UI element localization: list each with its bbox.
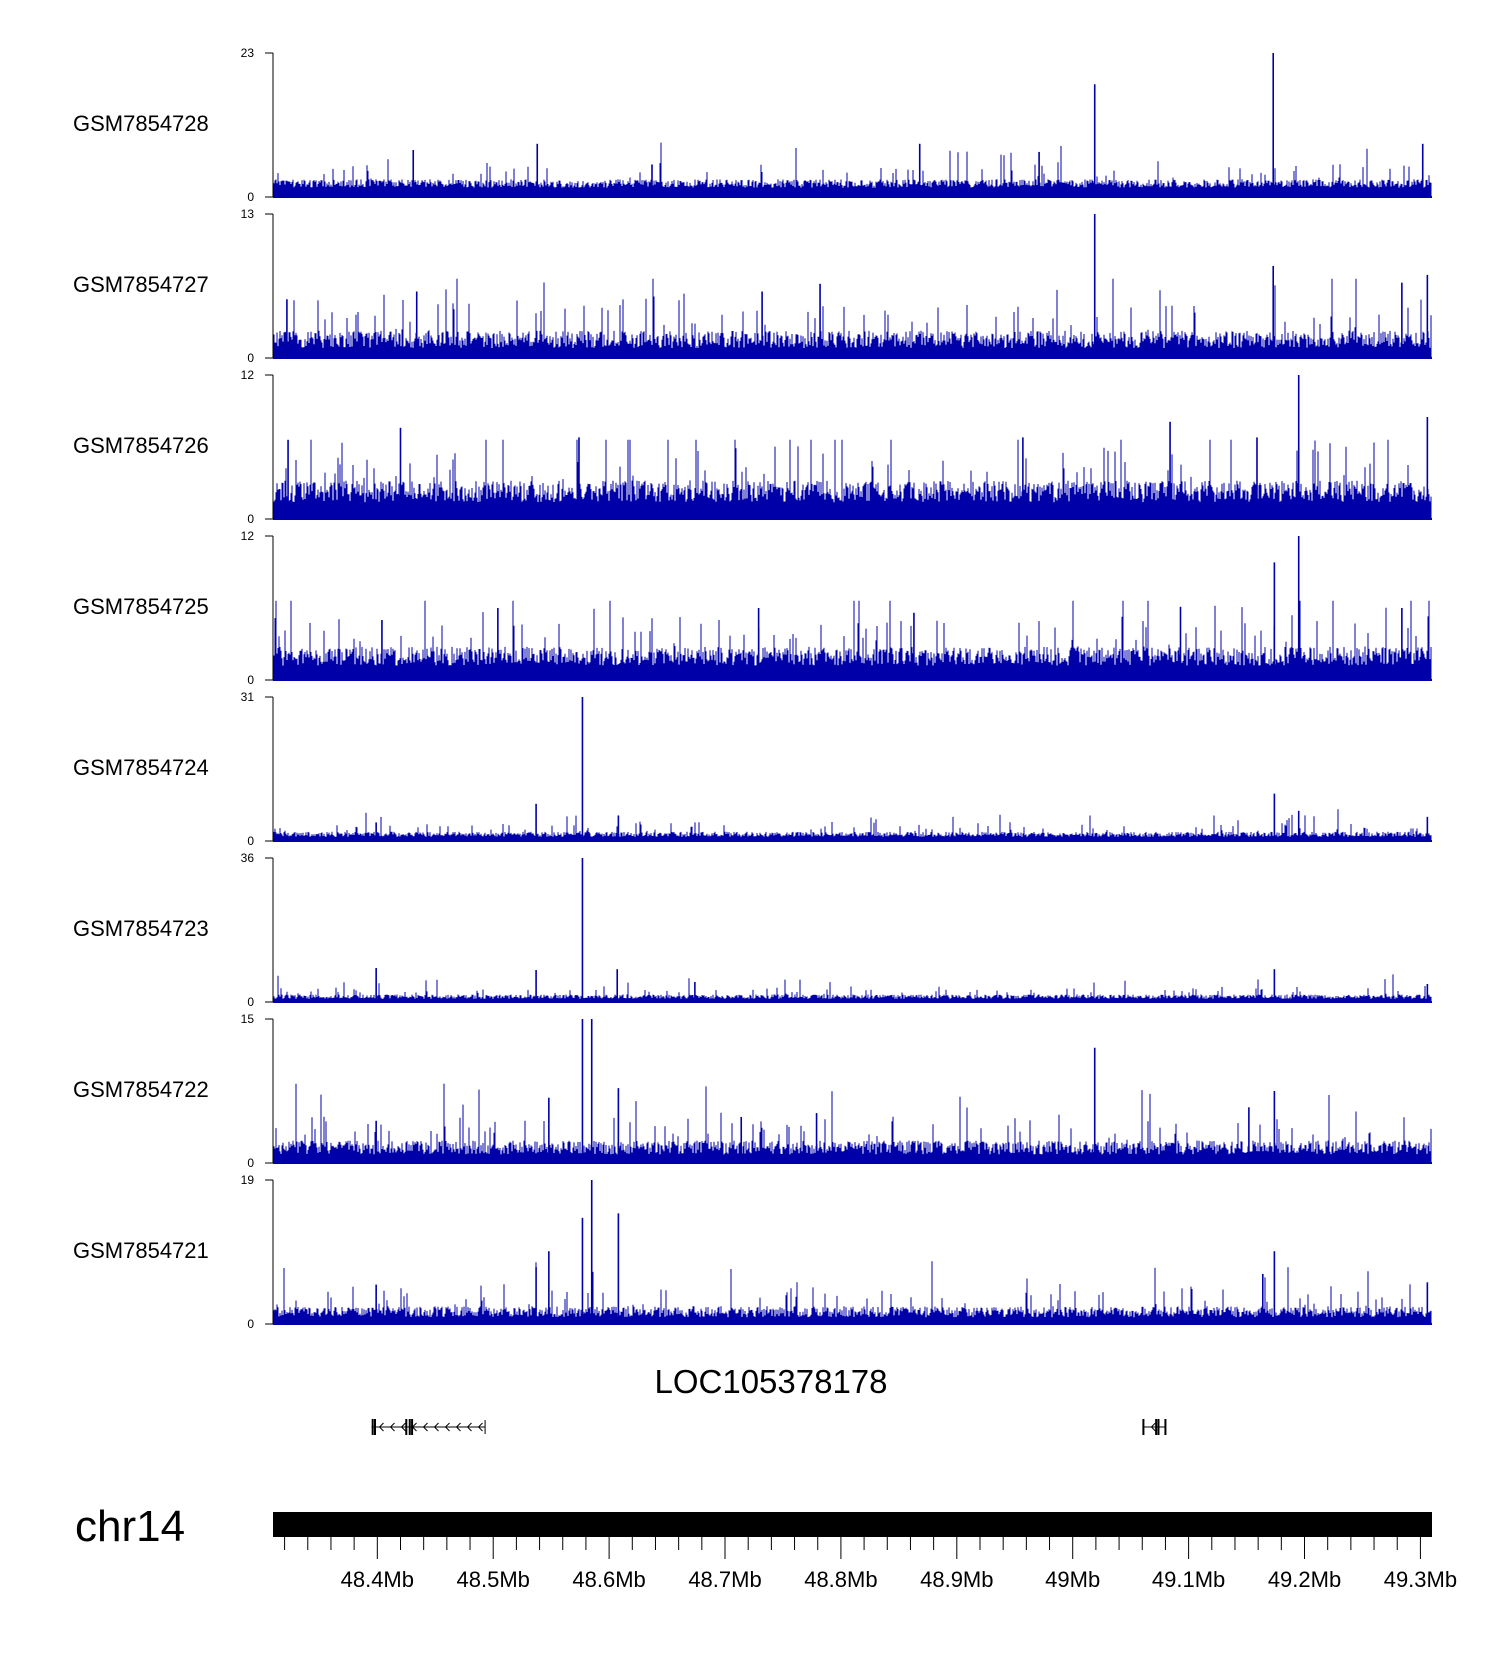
track-GSM7854721: GSM7854721 19 0 [73,1173,1432,1331]
chromosome-axis: chr14 48.4Mb 48.5Mb 48.6Mb 48.7Mb 48.8Mb 48.9… [75,1502,1457,1592]
axis-tick-label: 48.4Mb [341,1567,414,1592]
gene-segment-0 [371,1419,486,1435]
axis-tick-label: 49.3Mb [1384,1567,1457,1592]
track-coverage-signal [273,278,1432,358]
gene-label: LOC105378178 [654,1363,887,1400]
gene-strand-arrow [444,1422,450,1432]
gene-strand-arrow [378,1422,384,1432]
axis-tick-label: 48.9Mb [920,1567,993,1592]
axis-tick-label: 49.2Mb [1268,1567,1341,1592]
track-GSM7854727: GSM7854727 13 0 [73,207,1432,365]
gene-strand-arrow [411,1422,417,1432]
gene-strand-arrow [433,1422,439,1432]
gene-segment-1 [1142,1419,1167,1435]
gene-strand-arrow [389,1422,395,1432]
gene-strand-arrow [455,1422,461,1432]
track-GSM7854728: GSM7854728 23 0 [73,46,1432,204]
track-name-label: GSM7854723 [73,916,209,941]
gene-strand-arrow [466,1422,472,1432]
track-GSM7854722: GSM7854722 15 0 [73,1012,1432,1170]
track-y-min-label: 0 [247,512,254,526]
track-coverage-signal [273,142,1432,197]
axis-tick-label: 48.6Mb [572,1567,645,1592]
track-y-min-label: 0 [247,190,254,204]
track-y-min-label: 0 [247,995,254,1009]
axis-tick-label: 49.1Mb [1152,1567,1225,1592]
track-y-min-label: 0 [247,351,254,365]
axis-tick-label: 48.5Mb [457,1567,530,1592]
axis-tick-label: 48.8Mb [804,1567,877,1592]
gene-strand-arrow [400,1422,406,1432]
track-y-max-label: 19 [241,1173,255,1187]
track-GSM7854723: GSM7854723 36 0 [73,851,1432,1009]
track-y-min-label: 0 [247,1156,254,1170]
track-name-label: GSM7854725 [73,594,209,619]
track-coverage-signal [273,600,1432,680]
track-name-label: GSM7854727 [73,272,209,297]
track-name-label: GSM7854721 [73,1238,209,1263]
gene-strand-arrow [477,1422,483,1432]
track-y-max-label: 13 [241,207,255,221]
track-y-max-label: 31 [241,690,255,704]
track-GSM7854726: GSM7854726 12 0 [73,368,1432,526]
chromosome-ideogram-bar [273,1512,1432,1537]
axis-tick-label: 49Mb [1045,1567,1100,1592]
track-GSM7854725: GSM7854725 12 0 [73,529,1432,687]
track-name-label: GSM7854724 [73,755,209,780]
track-y-min-label: 0 [247,834,254,848]
track-y-max-label: 36 [241,851,255,865]
track-coverage-signal [273,1083,1432,1163]
axis-tick-label: 48.7Mb [688,1567,761,1592]
track-name-label: GSM7854726 [73,433,209,458]
track-y-min-label: 0 [247,673,254,687]
gene-strand-arrow [1150,1422,1156,1432]
track-name-label: GSM7854722 [73,1077,209,1102]
chromosome-label: chr14 [75,1502,185,1551]
track-coverage-signal [273,1261,1432,1324]
gene-strand-arrow [422,1422,428,1432]
track-coverage-signal [273,974,1432,1002]
track-y-max-label: 23 [241,46,255,60]
track-coverage-signal [273,439,1432,519]
track-y-max-label: 12 [241,529,255,543]
coverage-tracks: GSM7854728230GSM7854727130GSM7854726120G… [73,46,1432,1331]
track-name-label: GSM7854728 [73,111,209,136]
track-y-max-label: 12 [241,368,255,382]
track-y-min-label: 0 [247,1317,254,1331]
track-GSM7854724: GSM7854724 31 0 [73,690,1432,848]
track-coverage-signal [273,809,1432,841]
track-y-max-label: 15 [241,1012,255,1026]
gene-annotation-track: LOC105378178 [371,1363,1167,1435]
